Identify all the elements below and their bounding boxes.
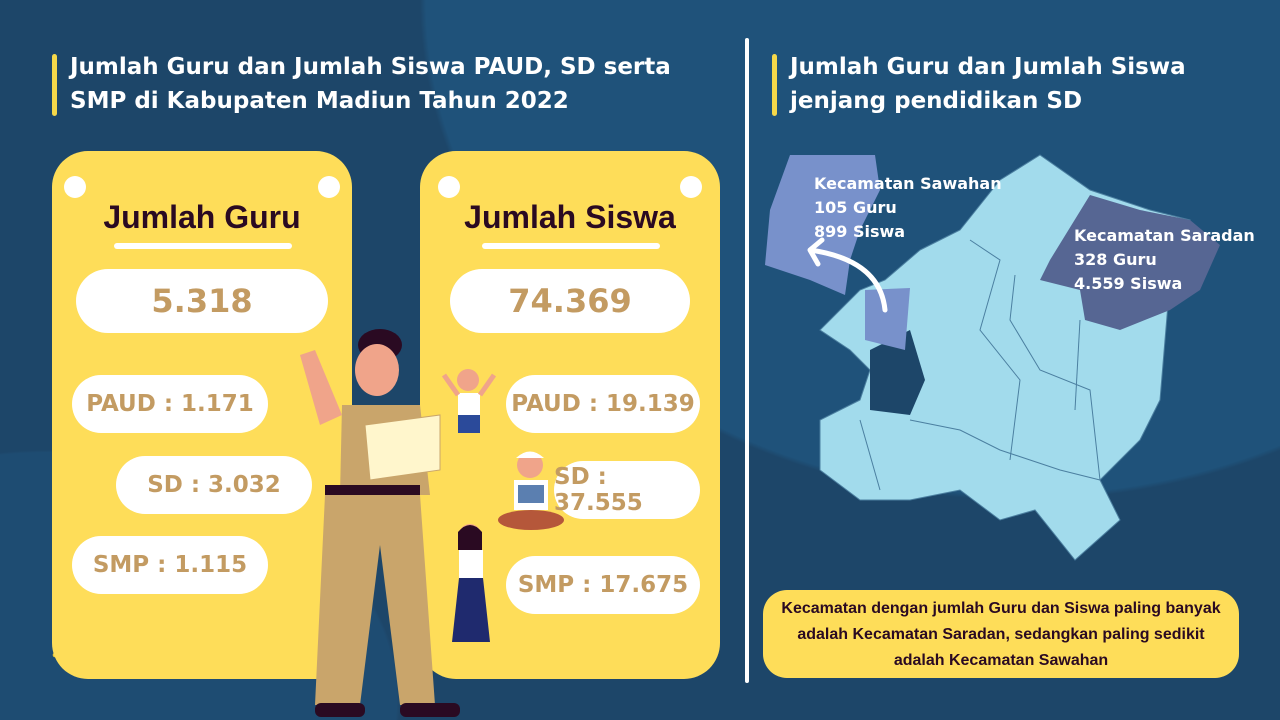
map-region-saradan [1040,195,1220,330]
sawahan-guru: 105 Guru [814,198,897,217]
sawahan-label: Kecamatan Sawahan 105 Guru 899 Siswa [814,172,1002,244]
student-sd-illustration [498,451,564,530]
saradan-label: Kecamatan Saradan 328 Guru 4.559 Siswa [1074,224,1255,296]
card-hole [680,176,702,198]
madiun-map [765,154,1220,561]
right-title: Jumlah Guru dan Jumlah Siswa jenjang pen… [772,50,1242,118]
sawahan-name: Kecamatan Sawahan [814,174,1002,193]
saradan-name: Kecamatan Saradan [1074,226,1255,245]
siswa-paud: PAUD : 19.139 [506,375,700,433]
siswa-sd: SD : 37.555 [554,461,700,519]
teacher-illustration [300,329,460,717]
heading-underline [482,243,660,249]
siswa-total: 74.369 [450,269,690,333]
student-paud-illustration [441,369,497,433]
siswa-smp: SMP : 17.675 [506,556,700,614]
left-title: Jumlah Guru dan Jumlah Siswa PAUD, SD se… [52,50,722,118]
guru-sd: SD : 3.032 [116,456,312,514]
guru-smp: SMP : 1.115 [72,536,268,594]
card-hole [438,176,460,198]
student-smp-illustration [452,524,490,642]
guru-paud: PAUD : 1.171 [72,375,268,433]
saradan-guru: 328 Guru [1074,250,1157,269]
card-hole [318,176,340,198]
arrow-icon [807,237,888,313]
map-region-sawahan-west [765,155,880,295]
saradan-siswa: 4.559 Siswa [1074,274,1183,293]
heading-underline [114,243,292,249]
guru-card: Jumlah Guru 5.318 PAUD : 1.171 SD : 3.03… [52,151,352,679]
siswa-heading: Jumlah Siswa [464,199,676,235]
map-region-sawahan-east [865,288,910,350]
map-region-dark-hole [870,330,925,415]
divider [745,38,749,683]
sawahan-siswa: 899 Siswa [814,222,906,241]
summary-note: Kecamatan dengan jumlah Guru dan Siswa p… [763,590,1239,678]
guru-total: 5.318 [76,269,328,333]
card-hole [64,176,86,198]
guru-heading: Jumlah Guru [103,199,301,235]
